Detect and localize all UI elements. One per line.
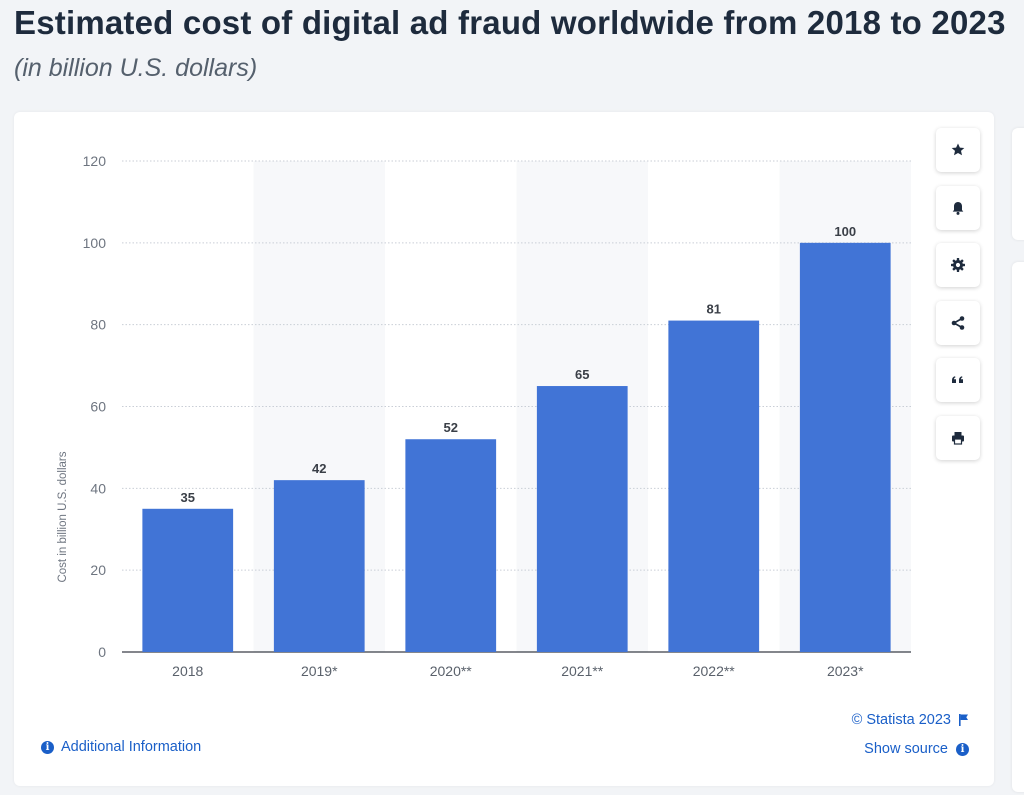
additional-information-label: Additional Information	[61, 739, 202, 755]
bar	[273, 480, 365, 652]
x-tick-label: 2019*	[301, 663, 338, 679]
data-label: 81	[707, 302, 721, 317]
data-label: 65	[575, 367, 589, 382]
show-source-label: Show source	[864, 741, 948, 757]
flag-icon	[959, 714, 968, 726]
info-icon: i	[956, 742, 969, 756]
x-tick-label: 2018	[172, 663, 203, 679]
y-axis-label: Cost in billion U.S. dollars	[57, 451, 69, 582]
x-tick-label: 2020**	[430, 663, 473, 679]
chart-card: 0 20 40 60 80 100 120 35 42 52 65 81 100 2018 2019* 2…	[14, 112, 994, 786]
additional-information-link[interactable]: i Additional Information	[41, 739, 201, 755]
bar	[405, 439, 497, 652]
y-tick-label: 120	[83, 153, 107, 169]
page-title: Estimated cost of digital ad fraud world…	[14, 4, 1006, 41]
data-label: 42	[312, 461, 326, 476]
y-tick-label: 100	[83, 235, 107, 251]
y-tick-label: 20	[90, 562, 106, 578]
star-icon	[951, 143, 965, 156]
show-source-link[interactable]: Show source i	[864, 741, 969, 757]
data-label: 100	[834, 224, 856, 239]
bar	[668, 320, 760, 652]
bar	[536, 386, 628, 652]
side-panel-bottom	[1012, 262, 1024, 792]
share-icon	[951, 316, 965, 330]
y-tick-label: 80	[90, 317, 106, 333]
copyright-label: © Statista 2023	[851, 712, 951, 728]
share-button[interactable]	[936, 301, 980, 345]
settings-button[interactable]	[936, 243, 980, 287]
print-button[interactable]	[936, 416, 980, 460]
gear-icon	[951, 258, 965, 272]
info-icon: i	[41, 740, 54, 754]
y-tick-label: 60	[90, 399, 106, 415]
side-panel-top	[1012, 128, 1024, 240]
print-icon	[952, 432, 964, 445]
favorite-button[interactable]	[936, 128, 980, 172]
x-tick-label: 2021**	[561, 663, 604, 679]
x-tick-label: 2023*	[827, 663, 864, 679]
x-tick-label: 2022**	[693, 663, 736, 679]
page-subtitle: (in billion U.S. dollars)	[14, 54, 258, 82]
bar	[142, 508, 234, 652]
bar-chart: 0 20 40 60 80 100 120 35 42 52 65 81 100 2018 2019* 2…	[57, 153, 911, 679]
data-label: 35	[181, 490, 195, 505]
data-label: 52	[444, 420, 458, 435]
y-tick-label: 0	[98, 644, 106, 660]
cite-button[interactable]	[936, 358, 980, 402]
quote-icon	[952, 376, 963, 383]
notification-button[interactable]	[936, 186, 980, 230]
bar	[799, 242, 891, 653]
copyright-link[interactable]: © Statista 2023	[852, 712, 969, 728]
bell-icon	[952, 202, 964, 215]
y-tick-label: 40	[90, 480, 106, 496]
